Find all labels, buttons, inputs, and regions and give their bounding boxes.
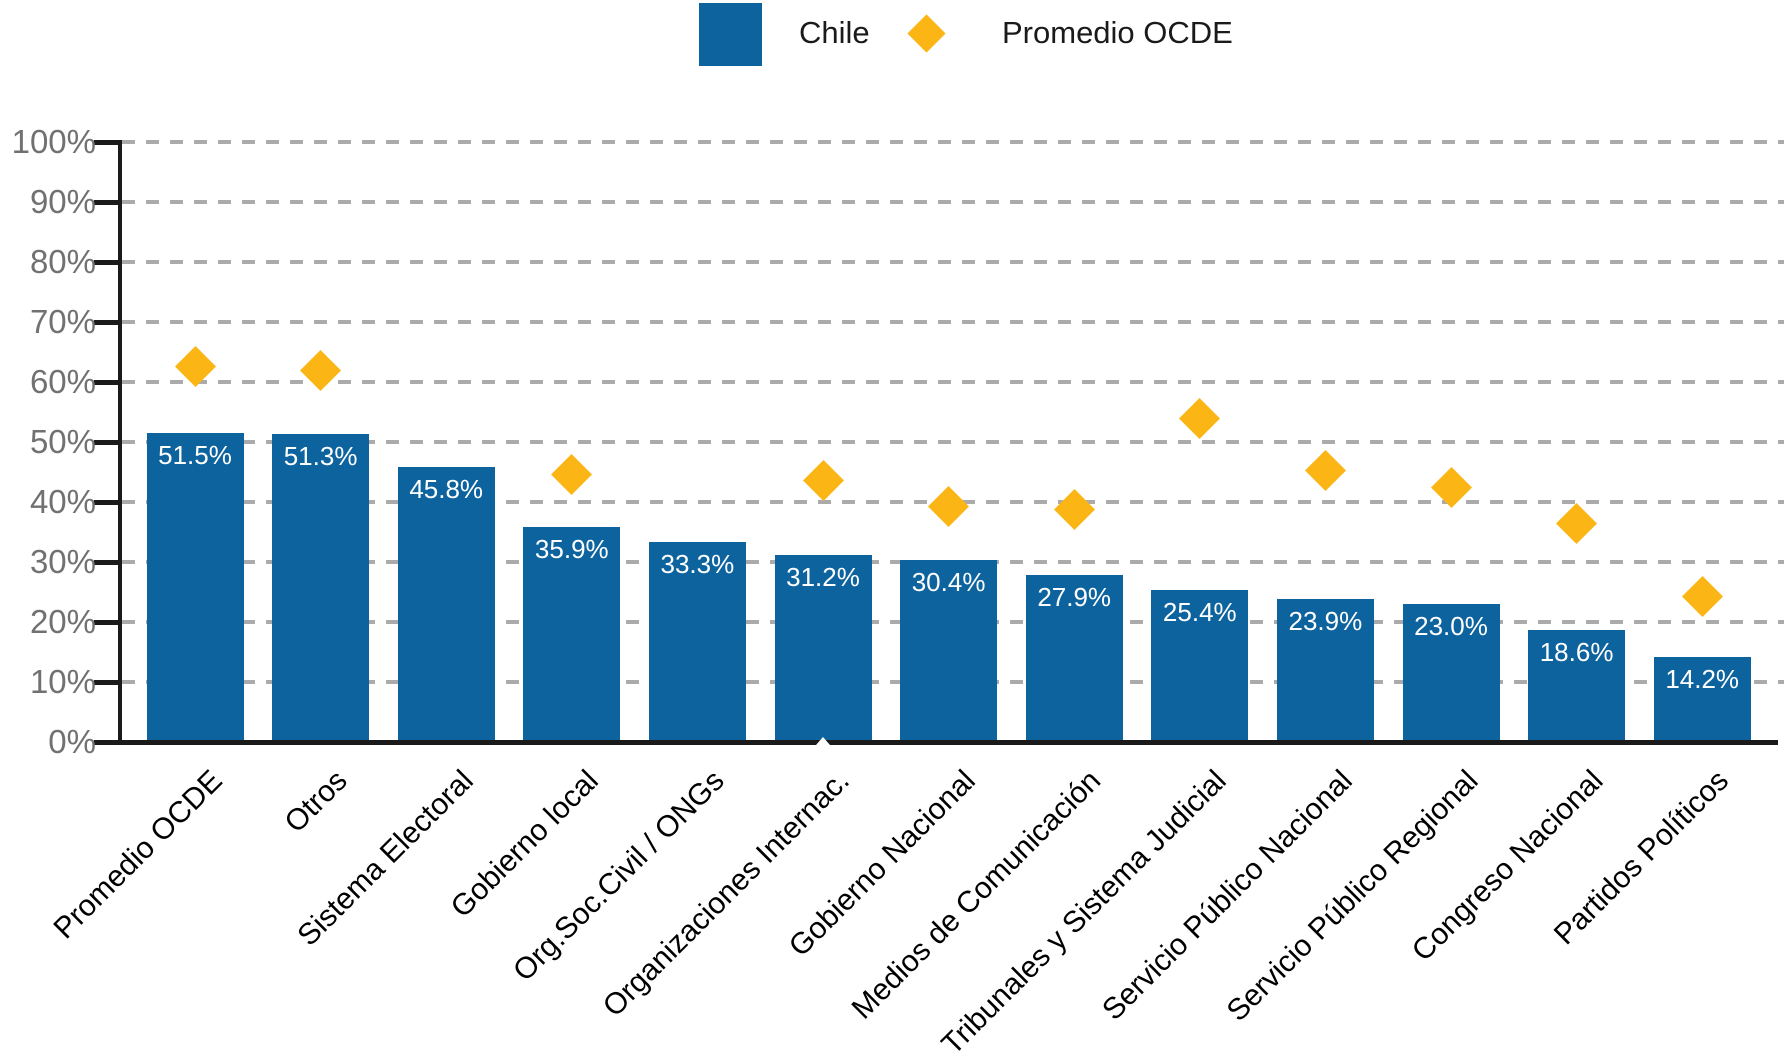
legend-chile-label: Chile [799, 15, 870, 50]
bar-value-label: 33.3% [660, 549, 735, 580]
chile-bar [1151, 589, 1249, 740]
chile-bar [272, 434, 370, 740]
y-axis-tick-label: 60% [29, 363, 96, 400]
legend: Chile Promedio OCDE [0, 0, 1784, 70]
y-axis-tick-mark [94, 380, 121, 385]
y-axis-tick-mark [94, 500, 121, 505]
bar-value-label: 23.9% [1288, 605, 1363, 636]
y-axis-tick-mark [94, 680, 121, 685]
chile-bar [523, 526, 621, 740]
bar-value-label: 51.3% [283, 441, 358, 472]
bar-value-label: 18.6% [1539, 637, 1614, 668]
bar-value-label: 25.4% [1162, 596, 1237, 627]
gridline [122, 200, 1784, 204]
gridline [122, 440, 1784, 444]
ocde-diamond-icon [1053, 488, 1095, 530]
x-category-label: Servicio Público Regional [1220, 764, 1485, 1028]
y-axis-tick-mark [94, 740, 121, 745]
x-category-label: Org.Soc.Civil / ONGs [507, 764, 731, 988]
chile-bar [1653, 656, 1751, 740]
x-category-label: Otros [278, 764, 354, 840]
y-axis-tick-mark [94, 440, 121, 445]
chile-bar [146, 433, 244, 740]
y-axis-tick-label: 70% [29, 303, 96, 340]
y-axis-tick-label: 40% [29, 483, 96, 520]
ocde-diamond-icon [928, 485, 970, 527]
bar-value-label: 31.2% [786, 561, 860, 592]
axis-notch-artifact [809, 737, 837, 753]
y-axis-tick-mark [94, 140, 121, 145]
y-axis-tick-label: 20% [29, 603, 96, 640]
y-axis-tick-label: 30% [29, 543, 96, 580]
bar-value-label: 30.4% [911, 566, 986, 597]
gridline [122, 260, 1784, 264]
bar-value-label: 27.9% [1037, 581, 1112, 612]
x-axis-line [118, 740, 1778, 745]
ocde-diamond-icon [300, 349, 342, 391]
y-axis-tick-label: 100% [11, 123, 96, 160]
ocde-diamond-icon [1304, 450, 1346, 492]
y-axis-tick-label: 80% [29, 243, 96, 280]
gridline [122, 380, 1784, 384]
chile-bar [1528, 630, 1626, 740]
y-axis-tick-mark [94, 560, 121, 565]
y-axis-tick-label: 10% [29, 663, 96, 700]
y-axis-tick-mark [94, 200, 121, 205]
ocde-diamond-icon [1179, 397, 1221, 439]
x-category-label: Medios de Comunicación [846, 764, 1108, 1026]
y-axis-tick-mark [94, 620, 121, 625]
chile-bar [1025, 574, 1123, 740]
y-axis-tick-label: 50% [29, 423, 96, 460]
chile-bar [1402, 604, 1500, 740]
chile-bar [1276, 598, 1374, 740]
gridline [122, 140, 1784, 144]
chile-bar [774, 554, 872, 740]
x-category-label: Servicio Público Nacional [1096, 764, 1359, 1027]
legend-chile-swatch-icon [699, 3, 762, 66]
y-axis-tick-mark [94, 320, 121, 325]
chile-bar [648, 542, 746, 740]
bar-value-label: 51.5% [158, 440, 232, 470]
x-category-label: Promedio OCDE [47, 764, 229, 946]
gridline [122, 320, 1784, 324]
y-axis-tick-label: 0% [48, 723, 96, 760]
ocde-diamond-icon [802, 459, 844, 501]
ocde-diamond-icon [1556, 503, 1598, 545]
ocde-diamond-icon [1681, 575, 1723, 617]
y-axis-tick-label: 90% [29, 183, 96, 220]
y-axis-tick-mark [94, 260, 121, 265]
x-category-label: Organizaciones Internac. [597, 764, 857, 1024]
ocde-diamond-icon [551, 453, 593, 495]
bar-value-label: 23.0% [1414, 611, 1488, 641]
bar-value-label: 35.9% [534, 533, 609, 564]
chile-bar [397, 467, 495, 740]
chile-bar [900, 559, 998, 740]
legend-ocde-label: Promedio OCDE [1002, 15, 1233, 50]
bar-value-label: 14.2% [1665, 663, 1740, 694]
bar-value-label: 45.8% [409, 474, 484, 505]
